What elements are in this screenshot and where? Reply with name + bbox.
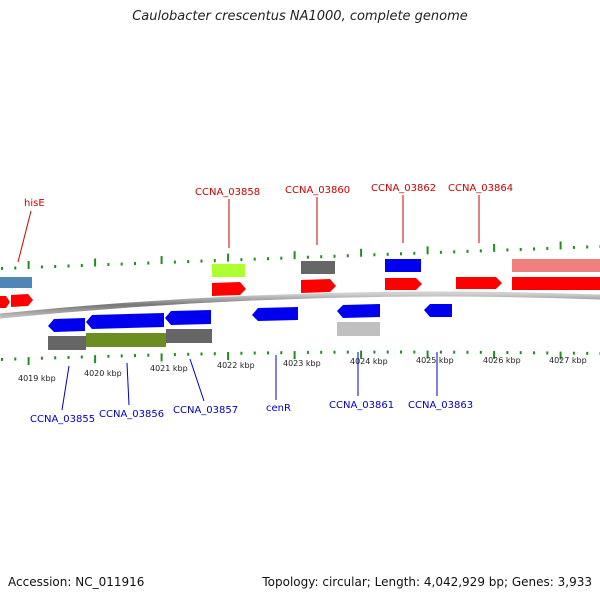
label-ccna-03857[interactable]: CCNA_03857 bbox=[173, 405, 238, 416]
label-hise[interactable]: hisE bbox=[24, 198, 45, 209]
scale-label-4021: 4021 kbp bbox=[150, 364, 188, 373]
label-ccna-03861[interactable]: CCNA_03861 bbox=[329, 400, 394, 411]
gene-cc03858-outer[interactable] bbox=[212, 264, 245, 277]
label-ccna-03860[interactable]: CCNA_03860 bbox=[285, 185, 350, 196]
gene-cc03856[interactable] bbox=[86, 313, 164, 329]
gene-cc03856-outer[interactable] bbox=[86, 333, 166, 347]
scale-label-4024: 4024 kbp bbox=[350, 357, 388, 366]
genome-backbone bbox=[0, 291, 600, 319]
label-ccna-03858[interactable]: CCNA_03858 bbox=[195, 187, 260, 198]
scale-label-4025: 4025 kbp bbox=[416, 356, 454, 365]
label-ccna-03855[interactable]: CCNA_03855 bbox=[30, 414, 95, 425]
scale-labels: 4019 kbp 4020 kbp 4021 kbp 4022 kbp 4023… bbox=[18, 356, 587, 383]
scale-label-4023: 4023 kbp bbox=[283, 359, 321, 368]
gene-cc03861-outer[interactable] bbox=[337, 322, 380, 336]
gene-cc03857-outer[interactable] bbox=[166, 329, 212, 343]
genome-summary-text: Topology: circular; Length: 4,042,929 bp… bbox=[262, 575, 592, 589]
gene-cc03863[interactable] bbox=[424, 304, 452, 317]
scale-label-4027: 4027 kbp bbox=[549, 356, 587, 365]
gene-cc03861[interactable] bbox=[337, 304, 380, 318]
label-ccna-03862[interactable]: CCNA_03862 bbox=[371, 183, 436, 194]
label-ccna-03864[interactable]: CCNA_03864 bbox=[448, 183, 513, 194]
scale-ticks-top bbox=[1, 241, 600, 270]
scale-label-4022: 4022 kbp bbox=[217, 361, 255, 370]
label-ccna-03863[interactable]: CCNA_03863 bbox=[408, 400, 473, 411]
label-cenr[interactable]: cenR bbox=[266, 403, 291, 414]
gene-cc03858[interactable] bbox=[212, 282, 246, 296]
forward-genes bbox=[0, 259, 600, 308]
top-labels: hisE CCNA_03858 CCNA_03860 CCNA_03862 CC… bbox=[24, 183, 513, 209]
gene-cc03855-outer[interactable] bbox=[48, 336, 86, 350]
gene-cc03855[interactable] bbox=[48, 318, 85, 332]
accession-text: Accession: NC_011916 bbox=[8, 575, 145, 589]
label-ccna-03856[interactable]: CCNA_03856 bbox=[99, 409, 164, 420]
gene-forward-1[interactable] bbox=[0, 296, 10, 308]
map-title: Caulobacter crescentus NA1000, complete … bbox=[132, 9, 468, 24]
bottom-label-leaders bbox=[61, 352, 438, 411]
gene-forward-6[interactable] bbox=[456, 277, 502, 289]
bottom-labels: CCNA_03855 CCNA_03856 CCNA_03857 cenR CC… bbox=[30, 400, 473, 425]
gene-cc03860-outer[interactable] bbox=[301, 261, 335, 274]
gene-cc03862-outer[interactable] bbox=[385, 259, 421, 272]
gene-cenr[interactable] bbox=[252, 307, 298, 321]
gene-forward-2[interactable] bbox=[11, 294, 33, 307]
scale-label-4026: 4026 kbp bbox=[483, 356, 521, 365]
reverse-genes bbox=[48, 304, 452, 350]
gene-cc03857[interactable] bbox=[165, 310, 211, 325]
top-label-leaders bbox=[17, 195, 480, 263]
scale-label-4020: 4020 kbp bbox=[84, 369, 122, 378]
gene-cc03864-outer[interactable] bbox=[512, 259, 600, 272]
gene-hise-outer[interactable] bbox=[0, 277, 32, 288]
scale-label-4019: 4019 kbp bbox=[18, 374, 56, 383]
gene-cc03860[interactable] bbox=[301, 279, 336, 293]
gene-cc03862[interactable] bbox=[385, 278, 422, 290]
gene-cc03864[interactable] bbox=[512, 277, 600, 290]
scale-ticks-bottom bbox=[1, 350, 600, 366]
